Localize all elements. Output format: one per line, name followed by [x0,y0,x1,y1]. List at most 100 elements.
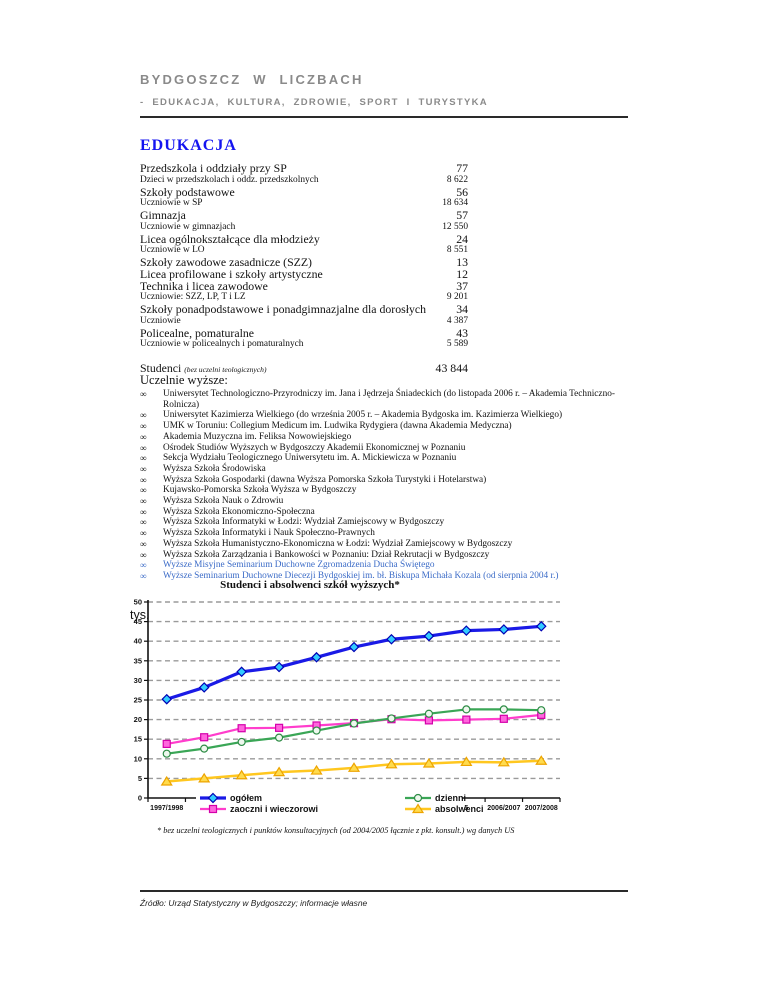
infinity-bullet-icon: ∞ [140,463,147,474]
infinity-bullet-icon: ∞ [140,496,147,507]
university-name: Wyższe Seminarium Duchowne Diecezji Bydg… [163,570,559,581]
y-tick-label: 30 [134,676,142,685]
zaoczni i wieczorowi-marker [274,723,284,732]
absolwenci-marker [198,772,211,783]
header-divider [140,116,628,118]
stat-value: 4 387 [446,315,468,326]
stat-row: Szkoły zawodowe zasadnicze (SZZ) 13 [140,255,468,269]
stat-row: Uczniowie w gimnazjach 12 550 [140,222,468,234]
infinity-bullet-icon: ∞ [140,442,147,453]
absolwenci-marker [160,775,173,786]
university-name: Wyższa Szkoła Humanistyczno-Ekonomiczna … [163,538,513,549]
stat-row: Uczniowie w policealnych i pomaturalnych… [140,339,468,351]
infinity-bullet-icon: ∞ [140,410,147,421]
y-tick-label: 15 [134,735,142,744]
university-name: Wyższa Szkoła Gospodarki (dawna Wyższa P… [163,474,487,485]
stat-label: Uczniowie: SZZ, LP, T i LZ [140,292,246,303]
education-stats-list: Przedszkola i oddziały przy SP 77 Dzieci w… [140,162,468,351]
university-item: ∞ Wyższa Szkoła Zarządzania i Bankowości … [140,550,632,561]
university-item: ∞ Akademia Muzyczna im. Feliksa Nowowiejs… [140,432,632,443]
stat-row: Szkoły ponadpodstawowe i ponadgimnazjaln… [140,302,468,316]
university-item: ∞ Kujawsko-Pomorska Szkoła Wyższa w Bydgo… [140,485,632,496]
ogółem-line [166,624,542,701]
stat-label: Licea profilowane i szkoły artystyczne [140,266,323,281]
ogółem-marker [423,630,435,642]
universities-heading: Uczelnie wyższe: [140,373,228,387]
zaoczni i wieczorowi-marker [499,714,508,723]
stat-value: 34 [456,302,468,316]
y-tick-label: 40 [134,637,142,646]
stat-label: Uczniowie w SP [140,198,203,209]
infinity-bullet-icon: ∞ [140,506,147,517]
dzienni-marker [274,733,284,742]
stat-row: Technika i licea zawodowe 37 [140,278,468,293]
x-tick-label: 1997/1998 [150,805,183,812]
infinity-bullet-icon: ∞ [140,485,147,496]
stat-label: Uczniowie w policealnych i pomaturalnych [140,339,304,350]
dzienni-marker [237,737,246,747]
absolwenci-marker [385,758,398,769]
university-name: Wyższa Szkoła Ekonomiczno-Społeczna [163,506,315,517]
university-item: ∞ Uniwersytet Kazimierza Wielkiego (do wr… [140,410,632,421]
infinity-bullet-icon: ∞ [140,517,147,528]
y-tick-label: 20 [134,715,142,724]
stat-value: 57 [456,208,468,222]
stat-row: Uczniowie w SP 18 634 [140,198,468,210]
university-name: Wyższa Szkoła Środowiska [163,463,266,474]
dzienni-marker [413,793,423,803]
zaoczni i wieczorowi-marker [424,716,434,725]
university-item: ∞ Wyższa Szkoła Gospodarki (dawna Wyższa … [140,475,632,486]
stat-value: 18 634 [442,198,468,209]
y-unit-label: tys. [130,608,149,622]
section-title-edukacja: EDUKACJA [140,137,237,154]
university-name: Wyższa Szkoła Zarządzania i Bankowości w… [163,549,490,560]
absolwenci-marker [422,757,435,768]
stat-label: Szkoły podstawowe [140,184,235,199]
stat-value: 24 [456,231,468,246]
university-item: ∞ Wyższe Misyjne Seminarium Duchowne Zgro… [140,560,632,571]
absolwenci-marker [347,762,361,772]
university-name: UMK w Toruniu: Collegium Medicum im. Lud… [163,421,512,432]
students-value: 43 844 [435,361,468,375]
stat-value: 37 [456,278,468,293]
stat-value: 5 589 [446,339,468,350]
zaoczni i wieczorowi-marker [162,739,171,749]
ogółem-marker [236,666,247,678]
chart-title: Studenci i absolwenci szkół wyższych* [220,579,400,591]
infinity-bullet-icon: ∞ [140,528,147,539]
y-tick-label: 35 [134,656,142,665]
infinity-bullet-icon: ∞ [140,421,147,432]
ogółem-marker [198,682,210,693]
university-name: Kujawsko-Pomorska Szkoła Wyższa w Bydgos… [163,485,357,496]
infinity-bullet-icon: ∞ [140,474,147,485]
stat-value: 13 [456,255,468,269]
university-name: Wyższa Szkoła Informatyki i Nauk Społecz… [163,528,375,539]
university-item: ∞ Uniwersytet Technologiczno-Przyrodniczy… [140,389,632,410]
university-item: ∞ Wyższa Szkoła Informatyki w Łodzi: Wydz… [140,517,632,528]
students-label: Studenci [140,361,182,375]
stat-row: Uczniowie 4 387 [140,316,468,328]
stat-row: Uczniowie: SZZ, LP, T i LZ 9 201 [140,292,468,304]
infinity-bullet-icon: ∞ [140,549,147,560]
stat-row: Dzieci w przedszkolach i oddz. przedszko… [140,175,468,187]
zaoczni i wieczorowi-marker [237,724,246,733]
footer-divider [140,890,628,892]
university-name: Sekcja Wydziału Teologicznego Uniwersyte… [163,453,457,464]
y-tick-label: 5 [138,774,142,783]
stat-row: Policealne, pomaturalne 43 [140,327,468,340]
zaoczni i wieczorowi-marker [462,715,471,724]
dzienni-marker [424,709,434,718]
y-tick-label: 50 [134,598,142,607]
absolwenci-marker [411,803,425,814]
infinity-bullet-icon: ∞ [140,453,147,464]
absolwenci-marker [497,756,510,767]
legend-label: ogółem [230,793,262,803]
university-item: ∞ Wyższa Szkoła Informatyki i Nauk Społec… [140,528,632,539]
ogółem-marker [207,792,219,804]
university-name: Uniwersytet Technologiczno-Przyrodniczy … [163,389,615,410]
students-label-group: Studenci (bez uczelni teologicznych) [140,362,267,376]
stat-row: Przedszkola i oddziały przy SP 77 [140,162,468,175]
ogółem-marker [311,651,322,663]
stat-value: 8 622 [446,174,468,185]
